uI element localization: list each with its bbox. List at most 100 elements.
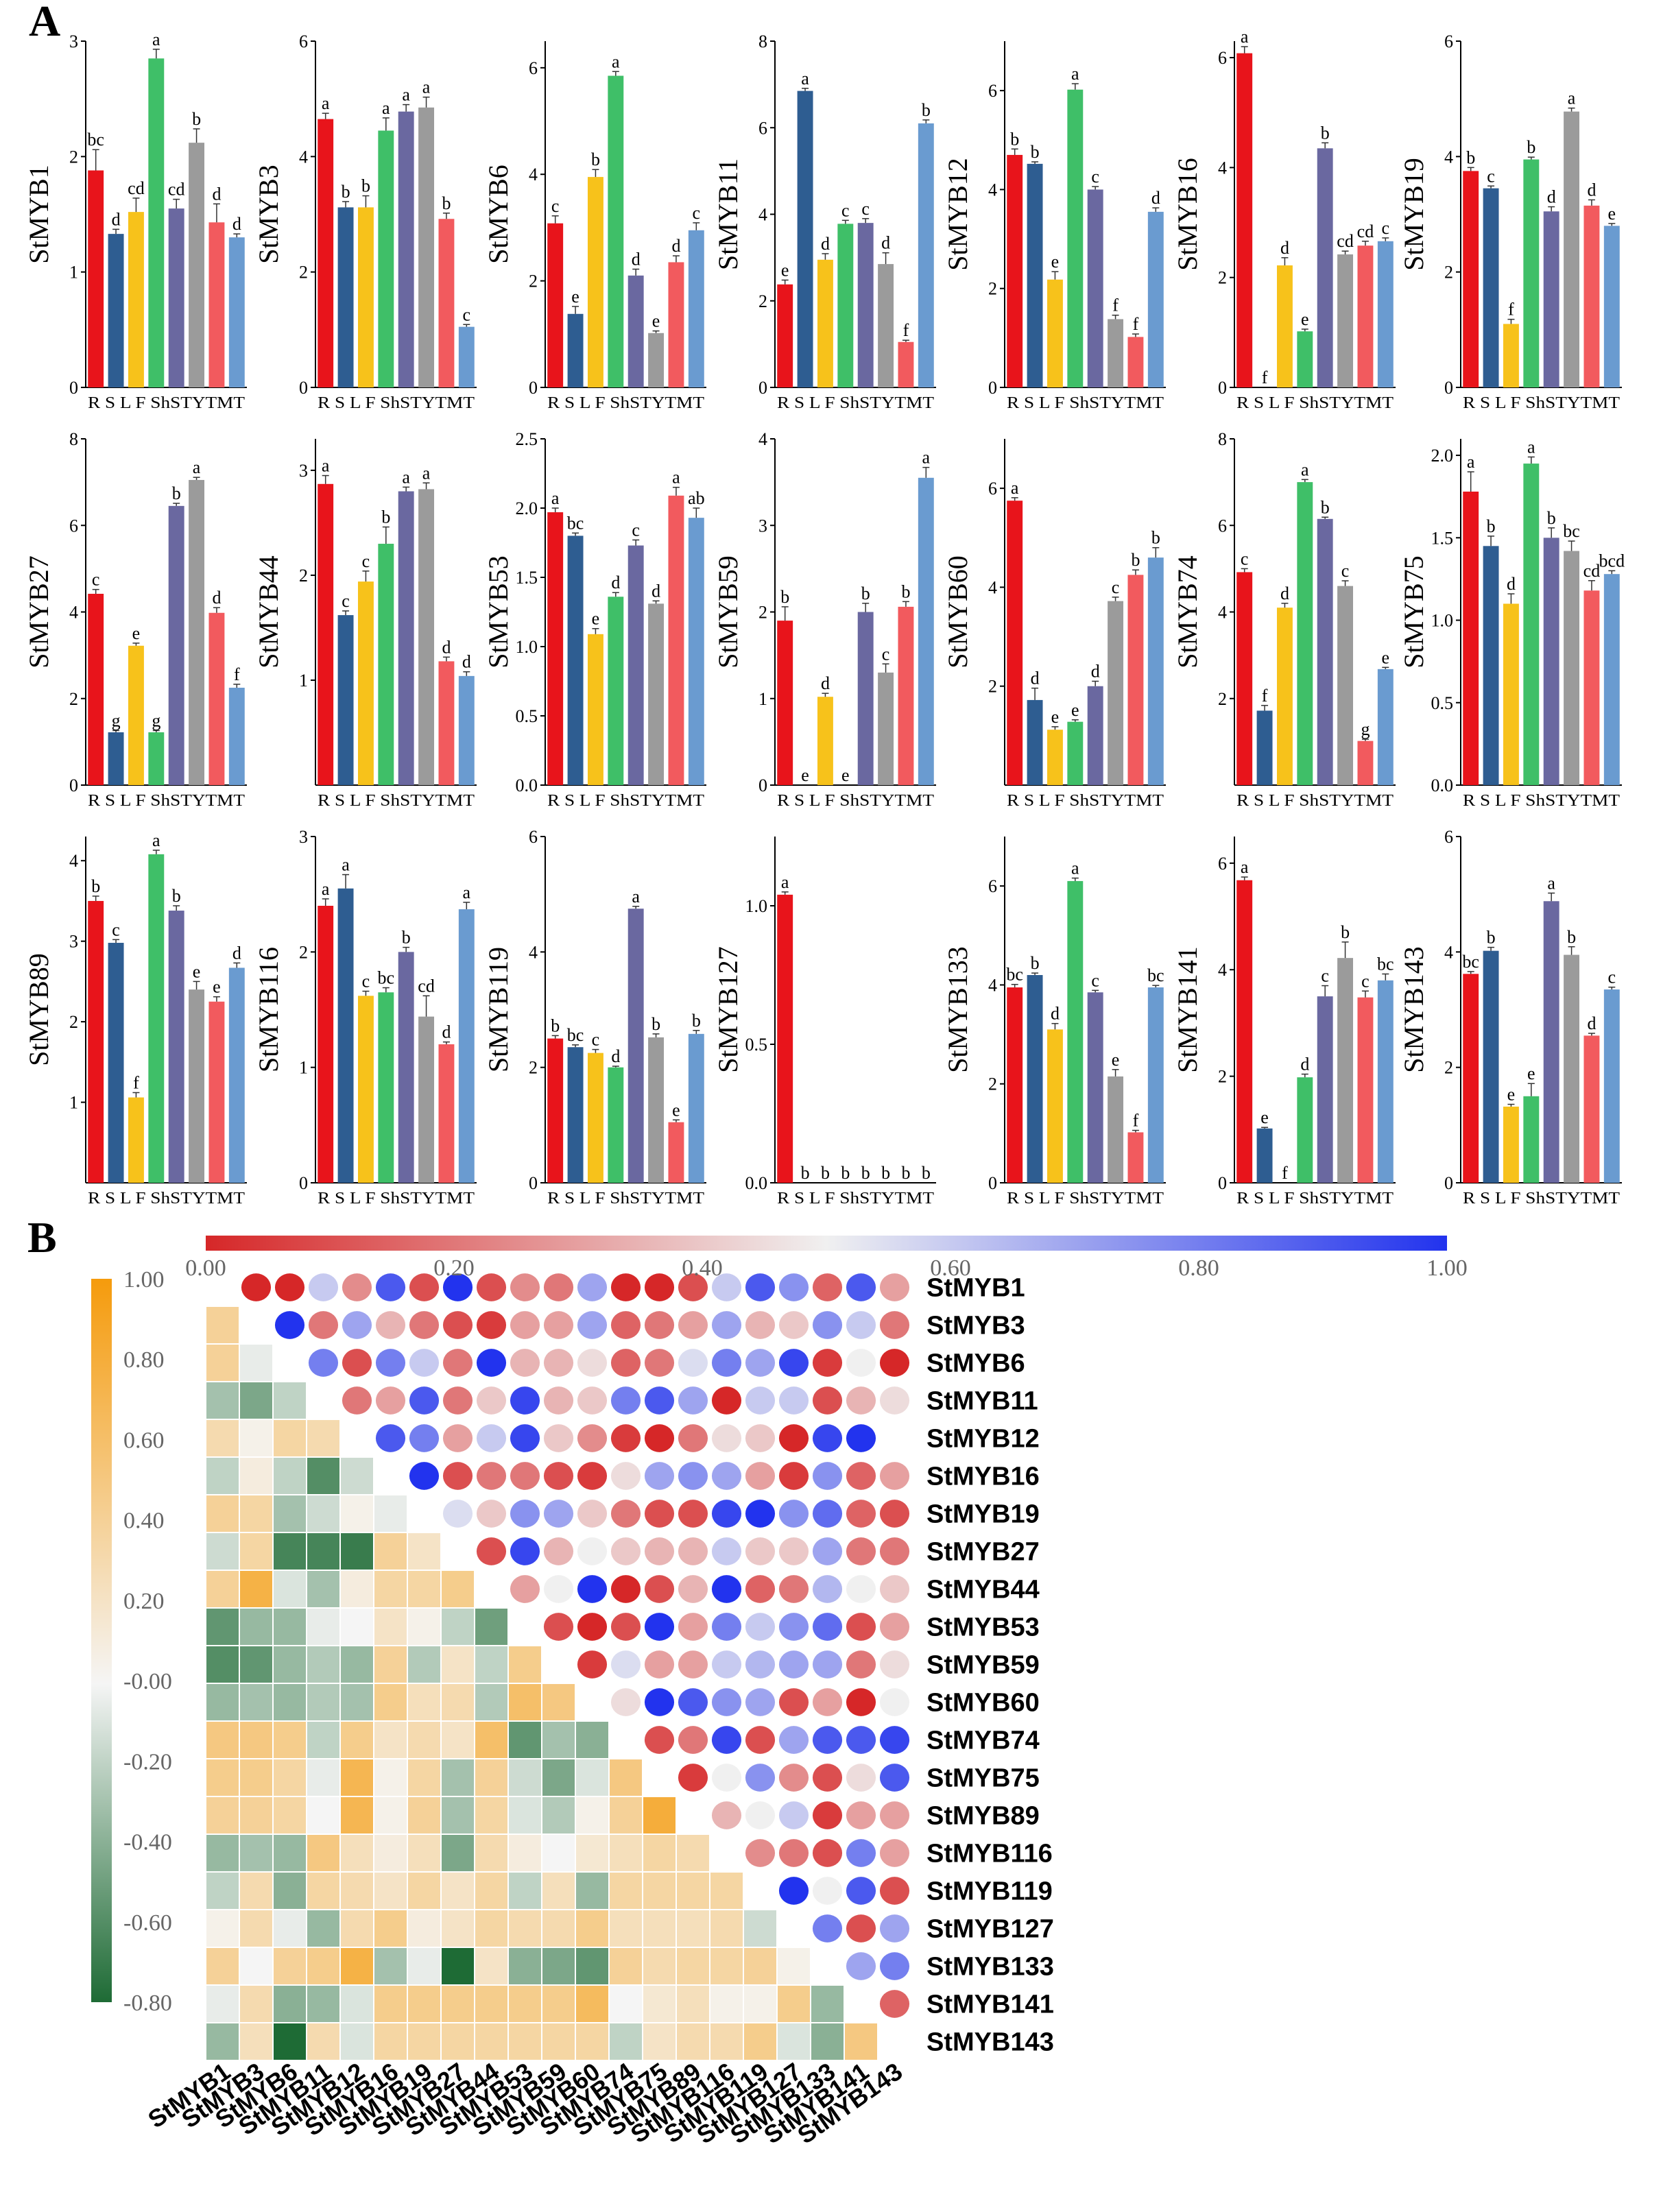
significance-letter: b	[1131, 550, 1140, 570]
heatmap-cell	[575, 1720, 610, 1759]
pvalue-ellipse	[812, 1839, 843, 1867]
bar	[168, 911, 184, 1183]
pvalue-ellipse	[543, 1462, 574, 1490]
bar	[318, 119, 334, 387]
pvalue-ellipse	[846, 1613, 876, 1641]
pvalue-ellipse	[308, 1273, 339, 1301]
heatmap-cell	[306, 1871, 341, 1910]
pvalue-ellipse	[577, 1650, 608, 1679]
heatmap-cell	[507, 1796, 542, 1835]
y-tick-label: 4	[758, 205, 767, 225]
heatmap-cell	[306, 1683, 341, 1722]
heatmap-cell	[205, 1419, 240, 1458]
significance-letter: b	[91, 876, 100, 896]
pvalue-ellipse	[644, 1688, 675, 1716]
correlation-colorbar	[91, 1279, 112, 2002]
heatmap-cell	[541, 1796, 576, 1835]
heatmap-cell	[507, 1871, 542, 1910]
y-tick-label: 4	[988, 577, 997, 597]
significance-letter: b	[841, 1163, 850, 1183]
bar	[88, 593, 104, 785]
heatmap-cell	[507, 1683, 542, 1722]
pvalue-ellipse	[879, 1537, 910, 1565]
significance-letter: a	[672, 468, 680, 488]
heatmap-cell	[575, 1871, 610, 1910]
bar	[1463, 491, 1479, 785]
y-axis-title: StMYB19	[1398, 158, 1429, 271]
heatmap-cell	[339, 1984, 374, 2023]
row-label: StMYB27	[926, 1538, 1040, 1567]
significance-letter: b	[1321, 497, 1330, 517]
pvalue-ellipse	[543, 1537, 574, 1565]
bar	[648, 333, 665, 387]
bar	[357, 581, 374, 785]
heatmap-cell	[844, 2022, 878, 2061]
pvalue-tick-label: 0.00	[185, 1255, 226, 1281]
y-tick-label: 1.0	[1431, 611, 1454, 631]
heatmap-cell	[373, 1683, 408, 1722]
pvalue-tick-label: 0.60	[930, 1255, 971, 1281]
heatmap-cell	[608, 1834, 643, 1873]
y-tick-label: 1.5	[516, 568, 538, 588]
x-tick-labels: R S L F ShSTYTMT	[1007, 792, 1164, 810]
significance-letter: b	[692, 1011, 701, 1031]
significance-letter: a	[1547, 873, 1555, 893]
heatmap-cell	[373, 1532, 408, 1571]
y-tick-label: 6	[758, 118, 767, 138]
bar	[208, 222, 225, 387]
bar	[357, 207, 374, 387]
heatmap-cell	[339, 1494, 374, 1533]
heatmap-cell	[575, 1796, 610, 1835]
bar	[1583, 205, 1600, 387]
pvalue-ellipse	[812, 1349, 843, 1377]
significance-letter: d	[881, 233, 890, 253]
significance-letter: a	[1071, 858, 1079, 878]
pvalue-ellipse	[308, 1349, 339, 1377]
heatmap-cell	[239, 1607, 274, 1646]
bar	[228, 237, 245, 387]
correlation-tick-label: 1.00	[123, 1267, 165, 1293]
significance-letter: e	[781, 260, 789, 280]
correlation-tick-label: 0.60	[123, 1428, 165, 1453]
heatmap-cell	[709, 1947, 744, 1986]
heatmap-cell	[743, 2022, 778, 2061]
bar	[1087, 686, 1103, 785]
bar	[1564, 111, 1580, 387]
significance-letter: b	[551, 1015, 560, 1035]
heatmap-cell	[272, 1984, 307, 2023]
pvalue-ellipse	[610, 1537, 641, 1565]
pvalue-ellipse	[812, 1688, 843, 1716]
significance-letter: b	[922, 1163, 931, 1183]
heatmap-cell	[440, 1683, 475, 1722]
heatmap-cell	[272, 1720, 307, 1759]
bar	[337, 615, 354, 785]
row-label: StMYB60	[926, 1689, 1040, 1718]
significance-letter: f	[1133, 1111, 1139, 1131]
pvalue-upper-triangle	[241, 1273, 910, 2018]
heatmap-cell	[339, 1871, 374, 1910]
row-label: StMYB127	[926, 1915, 1054, 1944]
heatmap-cell	[440, 1758, 475, 1797]
pvalue-ellipse	[409, 1462, 440, 1490]
heatmap-cell	[239, 1909, 274, 1948]
significance-letter: b	[1031, 142, 1040, 162]
y-tick-label: 6	[529, 827, 538, 847]
pvalue-ellipse	[846, 1349, 876, 1377]
bar	[608, 75, 624, 387]
bar	[228, 967, 245, 1183]
heatmap-cell	[306, 2022, 341, 2061]
bar	[1583, 1035, 1600, 1183]
pvalue-ellipse	[342, 1311, 372, 1339]
y-tick-label: 2	[529, 1058, 538, 1078]
bar	[608, 597, 624, 785]
pvalue-ellipse	[879, 1914, 910, 1943]
pvalue-tick-label: 0.80	[1178, 1255, 1219, 1281]
significance-letter: d	[671, 236, 680, 256]
significance-letter: b	[861, 584, 870, 603]
